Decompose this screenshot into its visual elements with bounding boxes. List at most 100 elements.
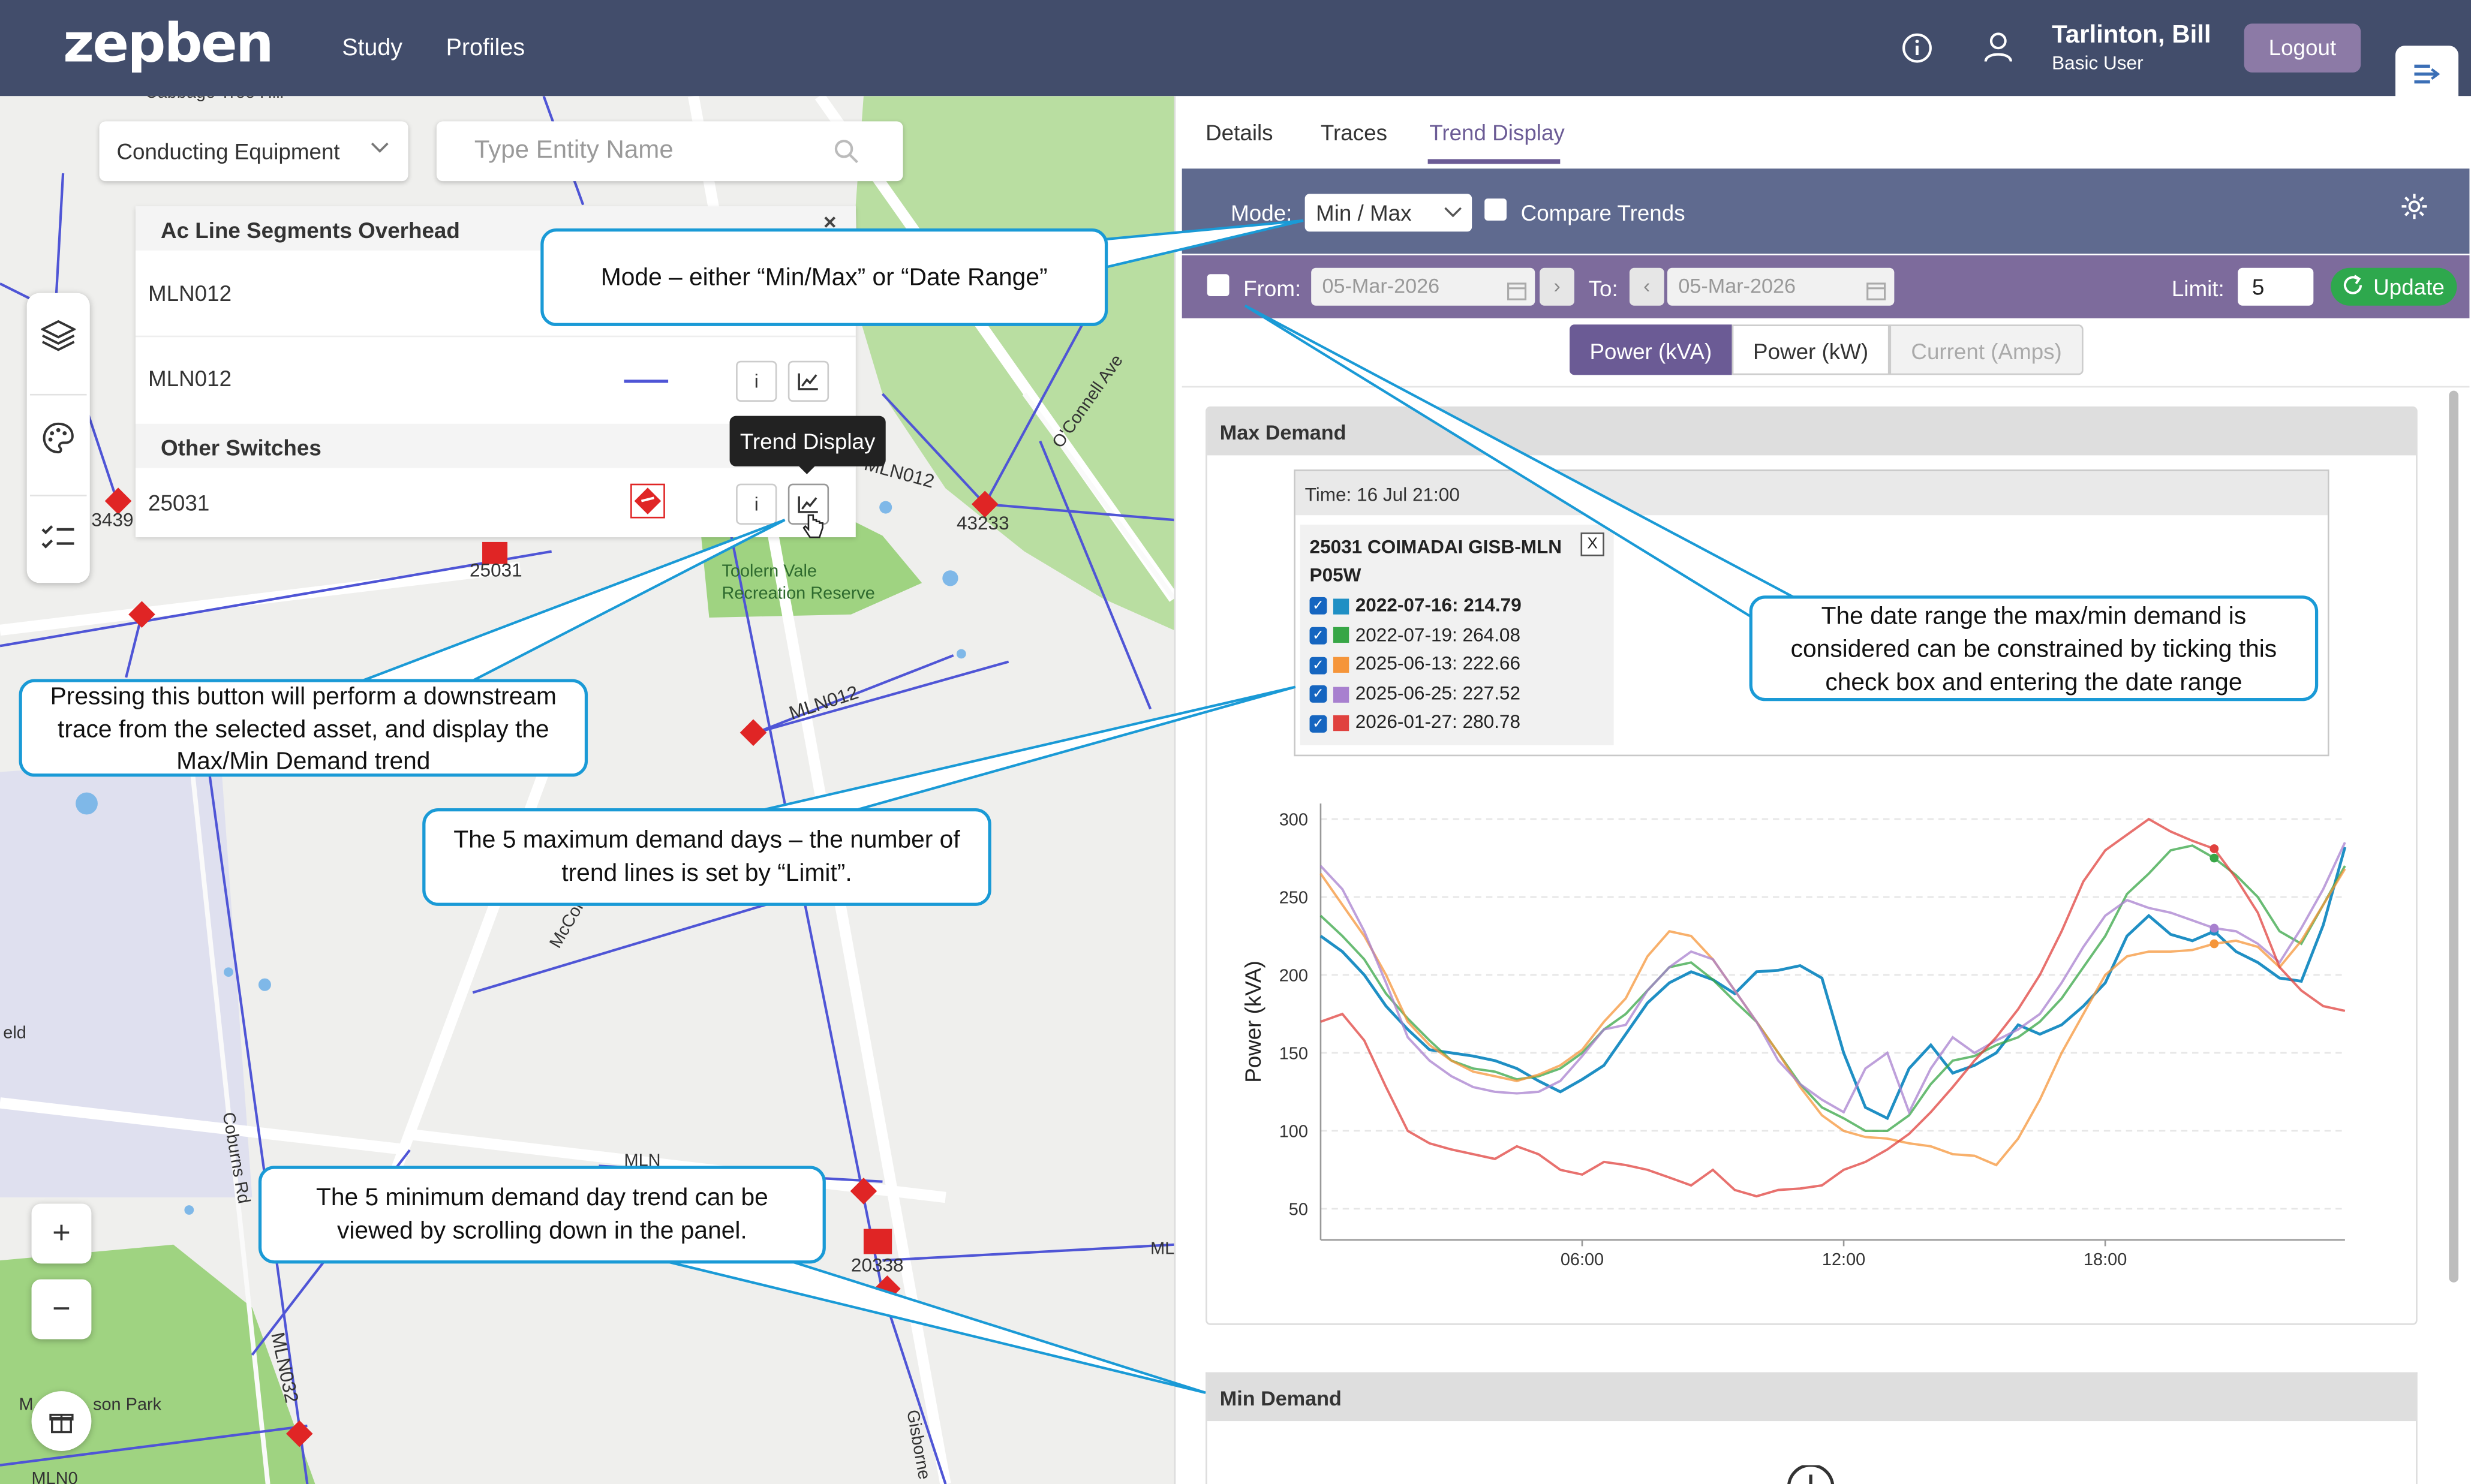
tab-trend-display[interactable]: Trend Display [1429,119,1565,145]
chevron-down-icon [370,136,389,162]
map-label: MLN0 [31,1470,78,1484]
mode-label: Mode: [1231,200,1292,225]
compare-trends-checkbox[interactable] [1484,198,1507,221]
tab-details[interactable]: Details [1206,119,1273,145]
y-axis-label: Power (kVA) [1241,961,1265,1083]
nav-profiles[interactable]: Profiles [446,34,525,62]
to-date-input[interactable]: 05-Mar-2026 [1667,267,1895,306]
y-tick-label: 300 [1279,811,1308,830]
gear-icon[interactable] [2400,192,2428,228]
list-item-label[interactable]: MLN012 [148,280,232,306]
user-icon[interactable] [1981,30,2016,73]
cursor-hand-icon [802,514,824,550]
tab-traces[interactable]: Traces [1320,119,1388,145]
date-range-bar: From: 05-Mar-2026 › To: ‹ 05-Mar-2026 Li… [1182,255,2470,318]
max-demand-chart[interactable]: 50 100 150 200 250 300 06:00 12:00 18:00 Power (k… [1206,780,2414,1284]
checklist-icon[interactable] [41,522,76,564]
tooltip-asset: P05W [1309,564,1361,586]
map-label: son Park [93,1396,162,1415]
series-swatch [1333,715,1349,732]
calendar-icon [1507,276,1527,314]
series-checkbox[interactable]: ✓ [1309,597,1327,615]
layers-icon[interactable] [40,318,77,361]
chevron-left-icon[interactable]: ‹ [1629,267,1664,306]
series-line [1319,842,2346,1115]
mode-select-value: Min / Max [1316,200,1412,225]
series-marker [2210,923,2219,933]
active-tab-indicator [1427,159,1561,164]
trend-display-button[interactable] [787,360,829,402]
series-label: 2022-07-19: 264.08 [1355,623,1521,646]
map-label: M [19,1396,34,1415]
card-header: Max Demand [1207,408,2416,456]
zoom-in-button[interactable]: + [31,1203,92,1264]
entity-type-select-value: Conducting Equipment [116,139,340,164]
panel-scrollbar[interactable] [2449,390,2459,1283]
gift-icon[interactable] [31,1391,92,1452]
to-date-value: 05-Mar-2026 [1678,274,1796,298]
item-info-button[interactable]: i [736,360,777,402]
measure-current-amps[interactable]: Current (Amps) [1889,324,2084,375]
map-label: Toolern Vale [722,562,817,582]
series-label: 2022-07-16: 214.79 [1355,594,1522,616]
from-date-input[interactable]: 05-Mar-2026 [1311,267,1535,306]
chevron-right-icon[interactable]: › [1540,267,1574,306]
x-tick-label: 06:00 [1561,1250,1604,1269]
mode-select[interactable]: Min / Max [1304,194,1472,232]
group-title: Other Switches [161,435,321,460]
limit-input[interactable]: 5 [2238,267,2314,306]
map-label: ML [1150,1239,1174,1259]
tooltip-legend-row[interactable]: ✓ 2022-07-19: 264.08 [1309,623,1521,651]
limit-label: Limit: [2171,275,2224,301]
entity-type-select[interactable]: Conducting Equipment [99,121,408,182]
tooltip-legend-row[interactable]: ✓ 2022-07-16: 214.79 [1309,594,1522,622]
info-circle-icon[interactable] [1901,32,1934,73]
series-swatch [1333,686,1349,702]
to-label: To: [1588,275,1618,301]
entity-search-input[interactable]: Type Entity Name [436,121,903,182]
series-line [1319,844,2346,1133]
measure-power-kw[interactable]: Power (kW) [1731,324,1890,375]
series-checkbox[interactable]: ✓ [1309,715,1327,733]
x-tick-label: 18:00 [2084,1250,2127,1269]
zoom-out-button[interactable]: − [31,1279,92,1339]
date-range-checkbox[interactable] [1207,274,1230,296]
map-label: Recreation Reserve [722,584,875,604]
series-checkbox[interactable]: ✓ [1309,685,1327,703]
series-swatch [1333,627,1349,644]
tooltip-legend-row[interactable]: ✓ 2026-01-27: 280.78 [1309,711,1521,739]
palette-icon[interactable] [41,421,76,463]
map-label: Cabbage Tree Hill [145,96,284,103]
list-item-label[interactable]: MLN012 [148,365,232,391]
measure-power-kva[interactable]: Power (kVA) [1570,324,1732,375]
map-label: 20338 [850,1254,904,1277]
item-info-button[interactable]: i [736,483,777,525]
update-label: Update [2373,274,2445,300]
min-demand-card: Min Demand [1206,1372,2418,1484]
logout-button[interactable]: Logout [2244,23,2361,73]
nav-study[interactable]: Study [342,34,402,62]
compare-trends-label: Compare Trends [1520,200,1685,225]
card-header: Min Demand [1207,1374,2416,1422]
y-tick-label: 200 [1279,967,1308,986]
series-checkbox[interactable]: ✓ [1309,627,1327,645]
map-label: 3439 [91,508,134,531]
card-title: Min Demand [1219,1386,1342,1410]
tooltip-legend-row[interactable]: ✓ 2025-06-13: 222.66 [1309,652,1520,681]
map-tools [26,293,90,583]
series-checkbox[interactable]: ✓ [1309,656,1327,674]
callout-mode: Mode – either “Min/Max” or “Date Range” [540,228,1108,326]
series-swatch [1333,657,1349,673]
update-button[interactable]: Update [2331,267,2457,306]
search-icon [834,139,859,171]
list-item-label[interactable]: 25031 [148,490,210,516]
loading-icon [1785,1464,1836,1484]
y-tick-label: 250 [1279,889,1308,908]
close-icon[interactable]: X [1580,532,1604,556]
from-label: From: [1243,275,1301,301]
panel-collapse-icon[interactable] [2395,46,2459,103]
series-label: 2026-01-27: 280.78 [1355,711,1521,733]
callout-min-days: The 5 minimum demand day trend can be vi… [258,1166,826,1264]
tooltip-legend-row[interactable]: ✓ 2025-06-25: 227.52 [1309,682,1520,710]
